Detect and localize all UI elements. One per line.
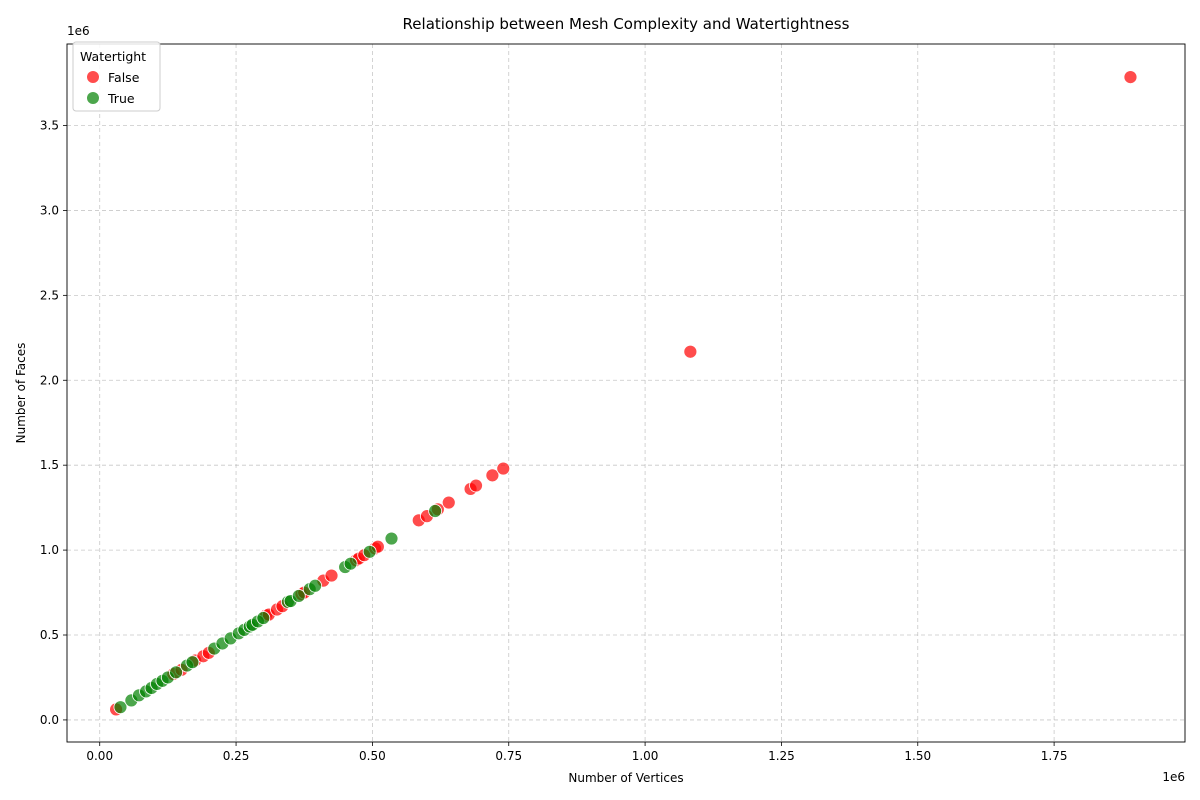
y-axis-label: Number of Faces: [14, 343, 28, 444]
point-watertight-false: [441, 495, 456, 510]
x-scale-offset: 1e6: [1162, 770, 1185, 784]
point-watertight-true: [308, 578, 323, 593]
y-tick-label: 1.0: [40, 543, 59, 557]
x-axis-ticks: 0.00 0.25 0.50 0.75 1.00 1.25 1.50 1.75: [86, 742, 1067, 763]
plot-frame: [66, 43, 1186, 743]
x-tick-label: 0.00: [86, 749, 113, 763]
point-watertight-true: [384, 531, 399, 546]
legend-marker-true: [87, 92, 99, 104]
x-tick-label: 1.75: [1041, 749, 1068, 763]
grid: [67, 44, 1185, 742]
point-watertight-true: [291, 589, 306, 603]
y-tick-label: 2.0: [40, 373, 59, 387]
legend-title: Watertight: [80, 49, 146, 64]
legend-label-true: True: [107, 91, 135, 106]
x-axis-label: Number of Vertices: [568, 771, 683, 785]
y-tick-label: 0.0: [40, 713, 59, 727]
point-watertight-true: [113, 700, 128, 715]
y-tick-label: 3.5: [40, 119, 59, 133]
y-tick-label: 0.5: [40, 628, 59, 642]
legend-label-false: False: [108, 70, 140, 85]
x-tick-label: 0.25: [223, 749, 250, 763]
y-tick-label: 1.5: [40, 458, 59, 472]
point-watertight-false: [324, 568, 339, 583]
point-watertight-true: [428, 504, 443, 518]
point-watertight-true: [256, 611, 271, 625]
chart-title: Relationship between Mesh Complexity and…: [403, 15, 850, 33]
y-tick-label: 2.5: [40, 288, 59, 302]
y-tick-label: 3.0: [40, 203, 59, 217]
point-watertight-true: [362, 544, 377, 559]
x-tick-label: 1.50: [904, 749, 931, 763]
point-watertight-false: [469, 478, 483, 493]
x-tick-label: 0.50: [359, 749, 386, 763]
point-watertight-false: [1123, 70, 1138, 85]
legend: Watertight False True: [72, 41, 161, 112]
y-scale-offset: 1e6: [67, 24, 90, 38]
point-watertight-false: [683, 344, 698, 359]
point-watertight-true: [343, 556, 358, 571]
point-watertight-false: [496, 461, 511, 476]
x-tick-label: 0.75: [495, 749, 522, 763]
x-tick-label: 1.00: [632, 749, 659, 763]
x-tick-label: 1.25: [768, 749, 795, 763]
y-axis-ticks: 0.0 0.5 1.0 1.5 2.0 2.5 3.0 3.5: [40, 119, 67, 727]
legend-marker-false: [87, 71, 99, 83]
point-watertight-true: [185, 655, 200, 670]
point-watertight-false: [485, 468, 500, 483]
data-points: [109, 70, 1138, 717]
point-watertight-true: [169, 665, 183, 680]
